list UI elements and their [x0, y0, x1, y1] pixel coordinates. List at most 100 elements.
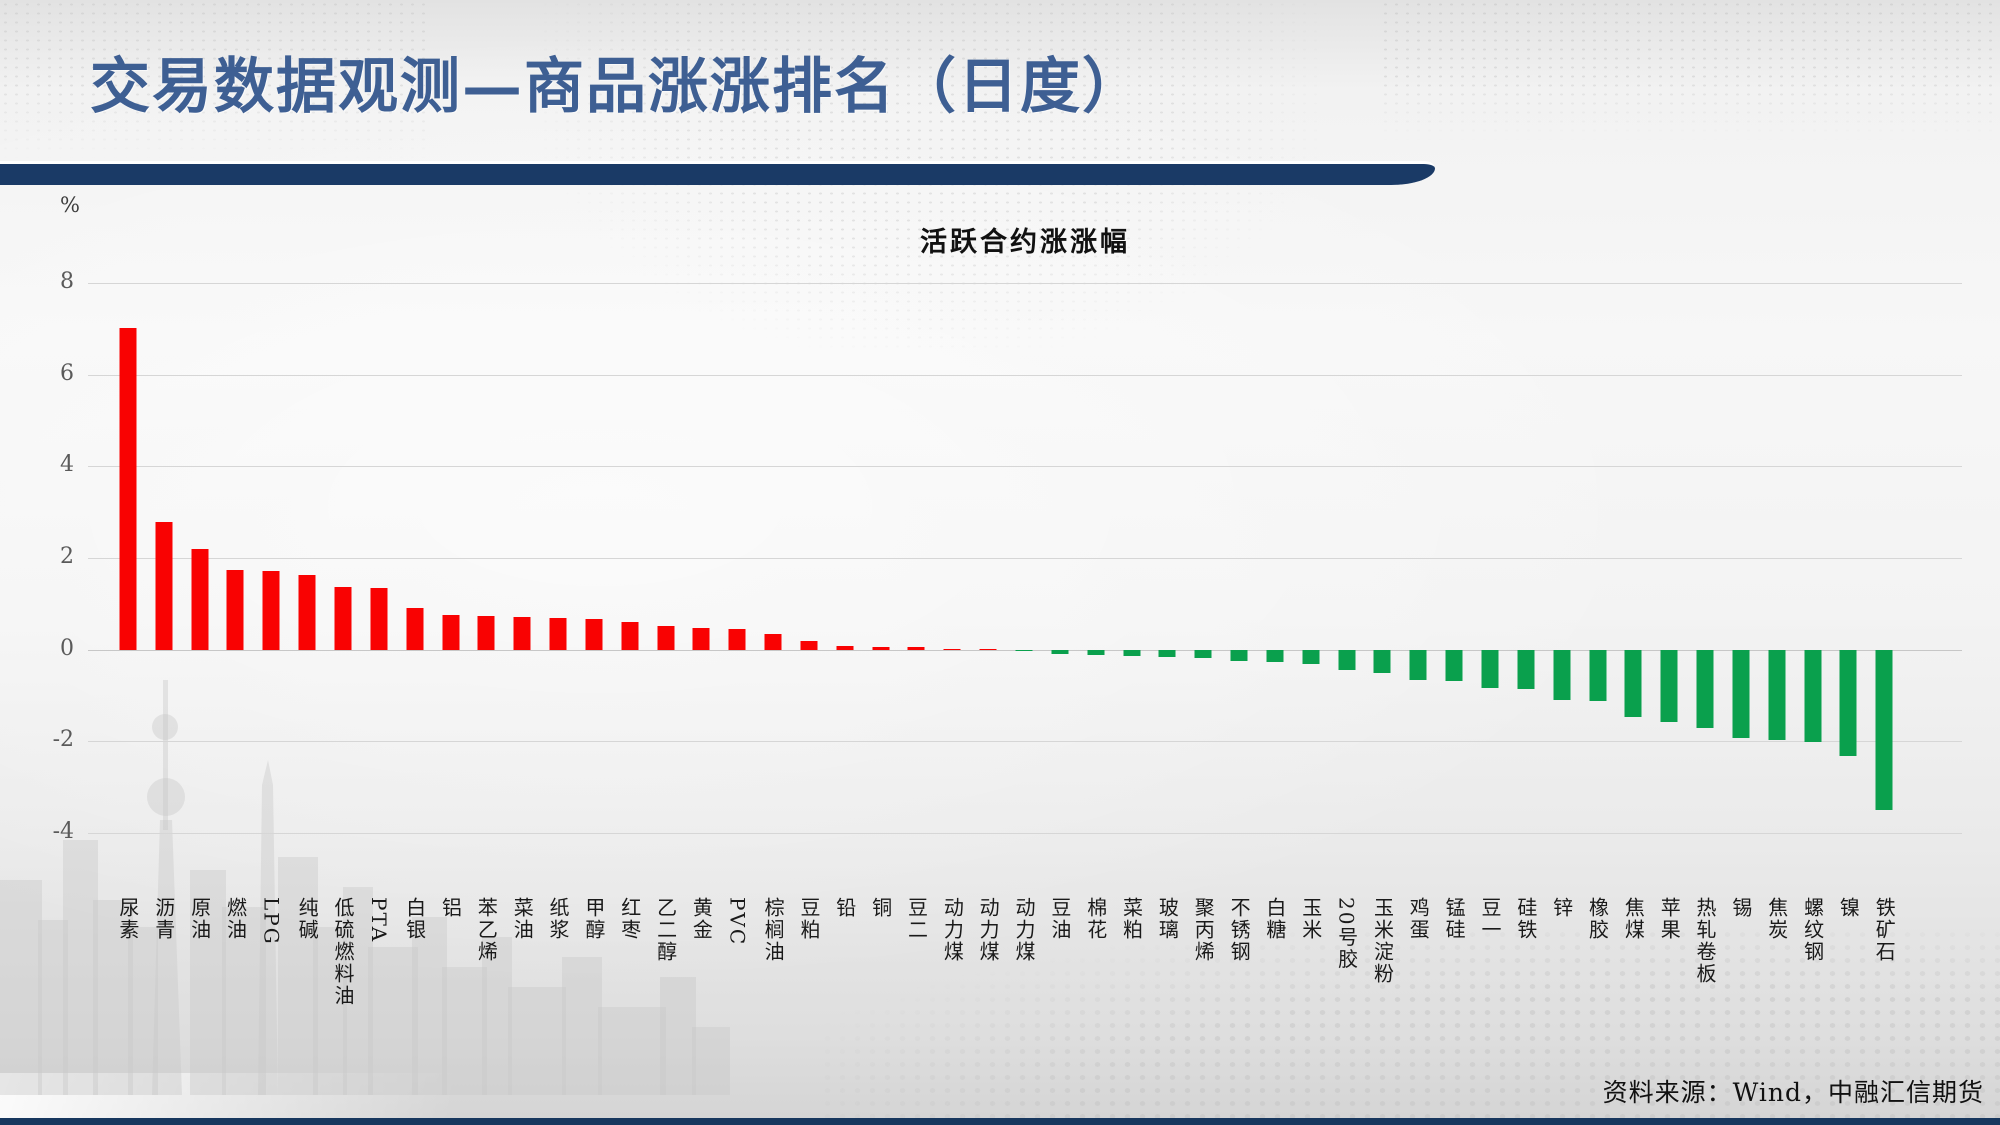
chart-bar [728, 629, 746, 650]
bar-slot: LPG [253, 283, 289, 1123]
category-label: 低硫燃料油 [330, 897, 355, 1007]
chart-bar [907, 647, 925, 650]
bar-chart-plot-area: 8 6 4 2 0 -2 -4 尿素 沥青 原油 燃油 LPG 纯碱 低硫燃料油 PTA 白银铝苯乙烯 菜油 纸浆… [53, 269, 1962, 1007]
bar-slot: 豆粕 [791, 283, 827, 1123]
chart-bar [764, 633, 782, 650]
category-label: 铜 [868, 897, 893, 919]
chart-bar [119, 328, 137, 650]
category-label: 红枣 [617, 897, 642, 941]
bar-slot: 热轧卷板 [1687, 283, 1723, 1123]
category-label: 20号胶 [1334, 897, 1359, 971]
bar-slot: 螺纹钢 [1795, 283, 1831, 1123]
category-label: 玉米淀粉 [1370, 897, 1395, 985]
category-label: 乙二醇 [653, 897, 678, 963]
bar-slot: 玻璃 [1149, 283, 1185, 1123]
bar-slot: 沥青 [146, 283, 182, 1123]
category-label: 棉花 [1083, 897, 1108, 941]
page-title: 交易数据观测—商品涨涨排名（日度） [90, 52, 1144, 122]
bar-slot: 聚丙烯 [1185, 283, 1221, 1123]
category-label: 锡 [1728, 897, 1753, 919]
bar-slot: 不锈钢 [1221, 283, 1257, 1123]
chart-bar [1839, 649, 1857, 757]
bar-slot: 棕榈油 [755, 283, 791, 1123]
category-label: 动力煤 [940, 897, 965, 963]
chart-bar [1696, 649, 1714, 729]
bar-slot: 20号胶 [1329, 283, 1365, 1123]
category-label: 硅铁 [1513, 897, 1538, 941]
bottom-accent-strip [0, 1118, 2000, 1125]
category-label: PTA [366, 897, 391, 944]
chart-bar [1266, 649, 1284, 663]
bar-slot: 动力煤 [934, 283, 970, 1123]
bar-slot: 甲醇 [576, 283, 612, 1123]
title-divider-bar [0, 161, 1435, 185]
bar-slot: 白银 [397, 283, 433, 1123]
y-tick-label: 2 [60, 544, 74, 569]
category-label: 豆粕 [796, 897, 821, 941]
category-label: 菜粕 [1119, 897, 1144, 941]
chart-bar [1409, 649, 1427, 680]
chart-bar [1338, 649, 1356, 670]
bar-slot: PTA [361, 283, 397, 1123]
category-label: 不锈钢 [1227, 897, 1252, 963]
category-label: 铝 [438, 897, 463, 919]
bar-slots-row: 尿素 沥青 原油 燃油 LPG 纯碱 低硫燃料油 PTA 白银铝苯乙烯 菜油 纸浆 甲醇 红枣 乙二醇 黄金… [110, 283, 1902, 1123]
bar-slot: 尿素 [110, 283, 146, 1123]
chart-bar [226, 569, 244, 650]
chart-bar [477, 615, 495, 650]
category-label: 尿素 [115, 897, 140, 941]
gridline-y-4 [88, 466, 1962, 468]
category-label: 玻璃 [1155, 897, 1180, 941]
chart-bar [1624, 649, 1642, 718]
chart-bar [1302, 649, 1320, 665]
chart-bar [943, 648, 961, 650]
chart-bar [1804, 649, 1822, 743]
y-tick-label: 4 [60, 452, 74, 478]
category-label: 玉米 [1298, 897, 1323, 941]
bar-slot: 乙二醇 [648, 283, 684, 1123]
chart-bar [836, 646, 854, 650]
category-label: 甲醇 [581, 897, 606, 941]
category-label: 铁矿石 [1872, 897, 1897, 963]
bar-slot: 苯乙烯 [468, 283, 504, 1123]
category-label: 纯碱 [295, 897, 320, 941]
gridline-y--2 [88, 741, 1962, 743]
bar-slot: 菜油 [504, 283, 540, 1123]
bar-slot: 白糖 [1257, 283, 1293, 1123]
bar-slot: 原油 [182, 283, 218, 1123]
bar-slot: 铜 [863, 283, 899, 1123]
chart-bar [1445, 649, 1463, 681]
y-tick-label: 8 [60, 269, 74, 294]
chart-bar [298, 575, 316, 650]
chart-bar [585, 618, 603, 650]
bar-slot: 铅 [827, 283, 863, 1123]
chart-bar [442, 614, 460, 650]
bar-slot: 纯碱 [289, 283, 325, 1123]
chart-bar [1517, 649, 1535, 690]
chart-bar [334, 587, 352, 650]
bar-slot: 镍 [1831, 283, 1867, 1123]
category-label: 豆一 [1477, 897, 1502, 941]
category-label: 菜油 [510, 897, 535, 941]
y-tick-label: -2 [52, 727, 74, 753]
category-label: 橡胶 [1585, 897, 1610, 941]
chart-bar [1087, 649, 1105, 655]
chart-bar [155, 521, 173, 650]
bar-slot: 锌 [1544, 283, 1580, 1123]
chart-bar [657, 625, 675, 650]
bar-slot: 焦煤 [1615, 283, 1651, 1123]
chart-bar [1589, 649, 1607, 702]
bar-slot: 硅铁 [1508, 283, 1544, 1123]
y-tick-label: 6 [60, 360, 74, 386]
chart-bar [370, 588, 388, 650]
bar-slot: 焦炭 [1759, 283, 1795, 1123]
chart-bar [1158, 649, 1176, 657]
dot-pattern-top-right [1380, 0, 2000, 140]
chart-bar [406, 608, 424, 650]
bar-slot: 豆二 [899, 283, 935, 1123]
bar-slot: PVC [719, 283, 755, 1123]
bar-slot: 纸浆 [540, 283, 576, 1123]
category-label: 白糖 [1262, 897, 1287, 941]
chart-bar [692, 628, 710, 650]
